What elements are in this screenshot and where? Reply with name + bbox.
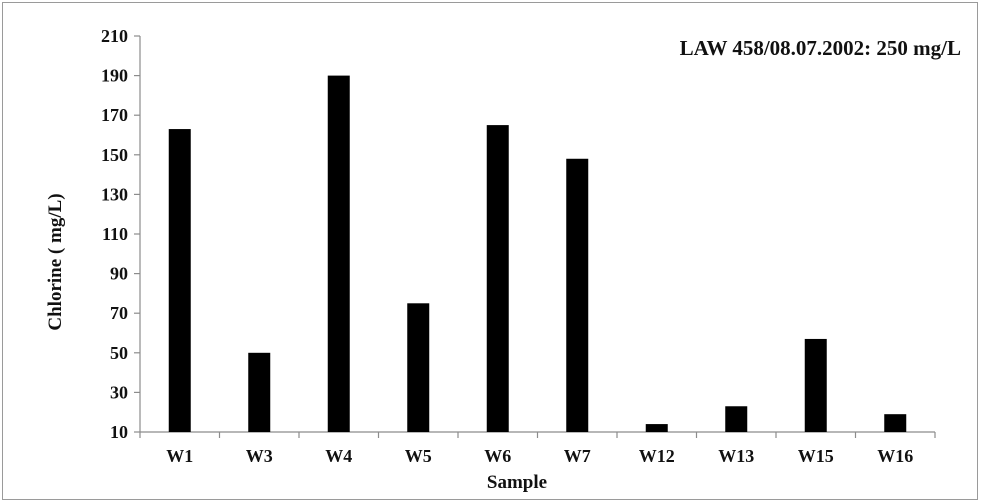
bars [168, 75, 907, 432]
bar-w16 [884, 414, 907, 432]
bar-w7 [566, 158, 589, 432]
y-tick-labels: 10 30 50 70 90 110 130 150 170 190 210 [101, 26, 128, 442]
bar-w15 [804, 338, 827, 432]
x-tick-label: W5 [405, 446, 432, 466]
bar-w6 [486, 125, 509, 432]
y-tick-label: 30 [110, 382, 128, 402]
y-tick-label: 70 [110, 303, 128, 323]
bar-w1 [168, 129, 191, 432]
x-tick-label: W6 [484, 446, 511, 466]
y-tick-label: 150 [101, 145, 128, 165]
x-tick-label: W13 [718, 446, 754, 466]
y-tick-label: 130 [101, 184, 128, 204]
y-tick-label: 90 [110, 264, 128, 284]
y-tick-label: 10 [110, 422, 128, 442]
x-axis-title: Sample [487, 472, 547, 493]
x-tick-label: W4 [325, 446, 352, 466]
chart-title: LAW 458/08.07.2002: 250 mg/L [680, 36, 961, 60]
x-tick-label: W1 [166, 446, 193, 466]
axes [134, 35, 936, 438]
x-tick-label: W16 [877, 446, 913, 466]
x-tick-label: W7 [564, 446, 591, 466]
y-tick-label: 50 [110, 343, 128, 363]
y-tick-label: 210 [101, 26, 128, 46]
y-tick-label: 190 [101, 66, 128, 86]
bar-w3 [248, 352, 271, 432]
x-tick-labels: W1 W3 W4 W5 W6 W7 W12 W13 W15 W16 [166, 446, 913, 466]
x-tick-label: W3 [246, 446, 273, 466]
bar-w5 [407, 303, 430, 432]
y-tick-label: 170 [101, 105, 128, 125]
bar-w13 [725, 406, 748, 432]
x-tick-label: W15 [798, 446, 834, 466]
y-axis-title: Chlorine ( mg/L) [45, 193, 66, 330]
bar-w12 [645, 424, 668, 432]
y-tick-label: 110 [102, 224, 128, 244]
bar-w4 [327, 75, 350, 432]
x-tick-label: W12 [639, 446, 675, 466]
